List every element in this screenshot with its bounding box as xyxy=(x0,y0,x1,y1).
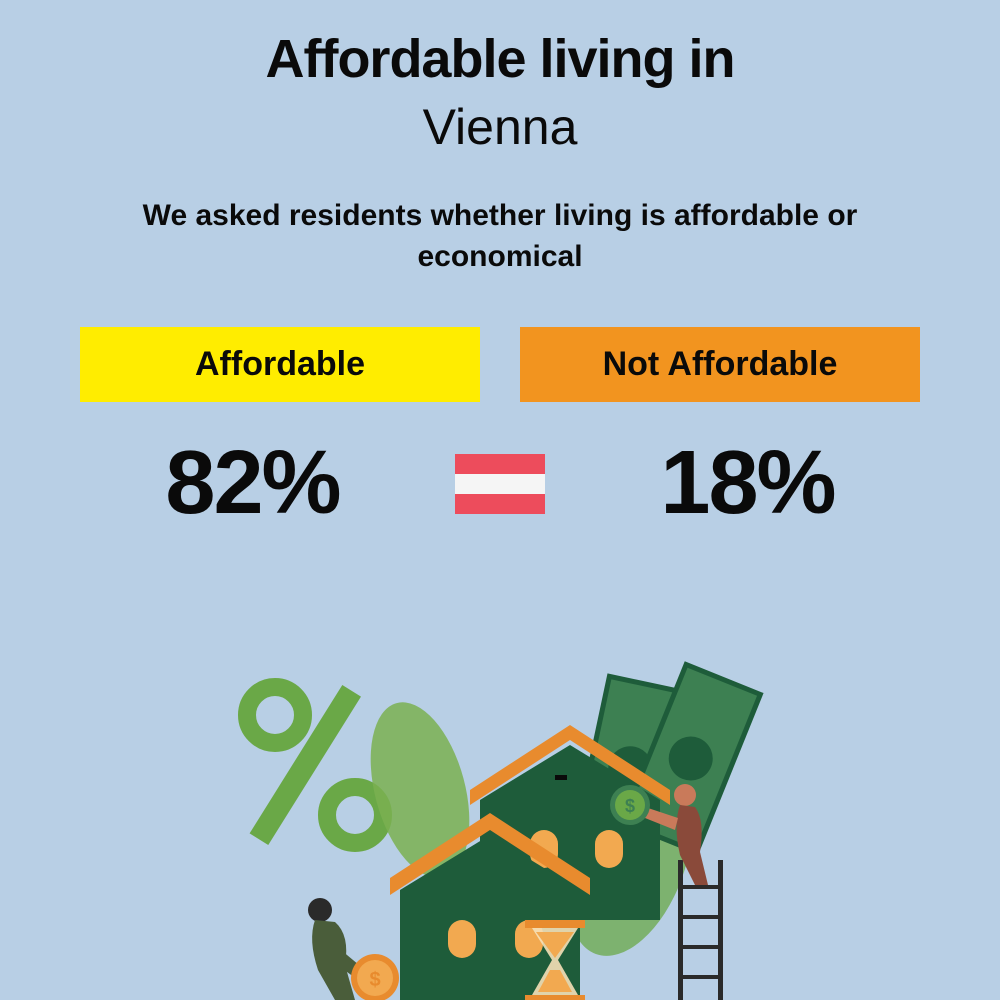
flag-stripe xyxy=(455,494,545,514)
label-affordable: Affordable xyxy=(80,327,480,402)
flag-stripe xyxy=(455,454,545,474)
value-affordable: 82% xyxy=(80,432,425,535)
value-not-affordable: 18% xyxy=(575,432,920,535)
title-line1: Affordable living in xyxy=(0,0,1000,90)
flag-stripe xyxy=(455,474,545,494)
percent-icon xyxy=(247,685,383,845)
housing-money-illustration-icon: $ $ xyxy=(200,660,800,1000)
svg-text:$: $ xyxy=(369,969,380,991)
austria-flag-icon xyxy=(455,454,545,514)
person-left-icon: $ xyxy=(308,898,399,1000)
labels-row: Affordable Not Affordable xyxy=(0,327,1000,402)
label-not-affordable: Not Affordable xyxy=(520,327,920,402)
values-row: 82% 18% xyxy=(0,432,1000,535)
title-line2: Vienna xyxy=(0,98,1000,156)
svg-text:$: $ xyxy=(625,796,635,816)
subtitle: We asked residents whether living is aff… xyxy=(0,196,1000,277)
